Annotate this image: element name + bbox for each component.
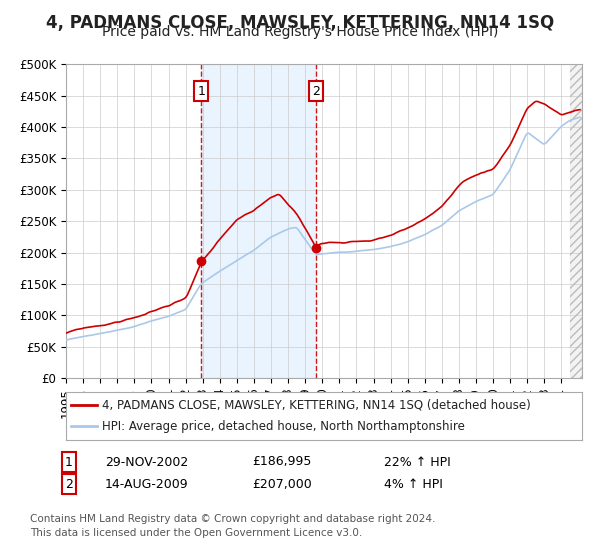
Text: Contains HM Land Registry data © Crown copyright and database right 2024.: Contains HM Land Registry data © Crown c… — [30, 514, 436, 524]
Text: 2: 2 — [312, 85, 320, 97]
Text: Price paid vs. HM Land Registry's House Price Index (HPI): Price paid vs. HM Land Registry's House … — [102, 25, 498, 39]
Text: 4% ↑ HPI: 4% ↑ HPI — [384, 478, 443, 491]
Bar — [570, 64, 582, 378]
Text: HPI: Average price, detached house, North Northamptonshire: HPI: Average price, detached house, Nort… — [102, 420, 465, 433]
Text: £186,995: £186,995 — [252, 455, 311, 469]
Text: 4, PADMANS CLOSE, MAWSLEY, KETTERING, NN14 1SQ: 4, PADMANS CLOSE, MAWSLEY, KETTERING, NN… — [46, 14, 554, 32]
Text: 22% ↑ HPI: 22% ↑ HPI — [384, 455, 451, 469]
Text: 2: 2 — [65, 478, 73, 491]
Bar — [570, 64, 582, 378]
Text: 4, PADMANS CLOSE, MAWSLEY, KETTERING, NN14 1SQ (detached house): 4, PADMANS CLOSE, MAWSLEY, KETTERING, NN… — [102, 399, 531, 412]
Text: 1: 1 — [65, 455, 73, 469]
Text: £207,000: £207,000 — [252, 478, 312, 491]
Text: 29-NOV-2002: 29-NOV-2002 — [105, 455, 188, 469]
Bar — [201, 64, 316, 378]
Text: 1: 1 — [197, 85, 205, 97]
Text: This data is licensed under the Open Government Licence v3.0.: This data is licensed under the Open Gov… — [30, 528, 362, 538]
Text: 14-AUG-2009: 14-AUG-2009 — [105, 478, 188, 491]
